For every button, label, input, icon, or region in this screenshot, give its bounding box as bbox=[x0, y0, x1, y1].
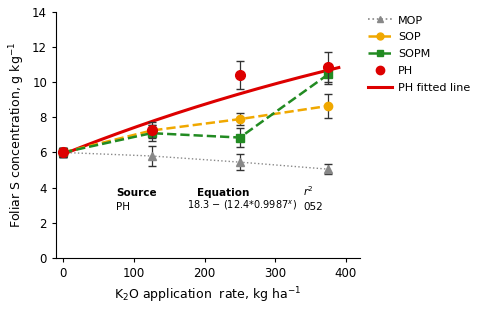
Text: 18.3 $-$ (12.4*0.9987$^x$): 18.3 $-$ (12.4*0.9987$^x$) bbox=[187, 199, 297, 212]
Text: $r^2$: $r^2$ bbox=[304, 184, 314, 198]
X-axis label: K$_2$O application  rate, kg ha$^{-1}$: K$_2$O application rate, kg ha$^{-1}$ bbox=[114, 285, 302, 305]
Text: Source: Source bbox=[116, 188, 157, 198]
Text: PH: PH bbox=[116, 202, 130, 212]
Text: Equation: Equation bbox=[198, 188, 250, 198]
Y-axis label: Foliar S concentration, g kg$^{-1}$: Foliar S concentration, g kg$^{-1}$ bbox=[7, 42, 26, 228]
Text: 052: 052 bbox=[304, 202, 323, 212]
Legend: MOP, SOP, SOPM, PH, PH fitted line: MOP, SOP, SOPM, PH, PH fitted line bbox=[366, 12, 472, 95]
